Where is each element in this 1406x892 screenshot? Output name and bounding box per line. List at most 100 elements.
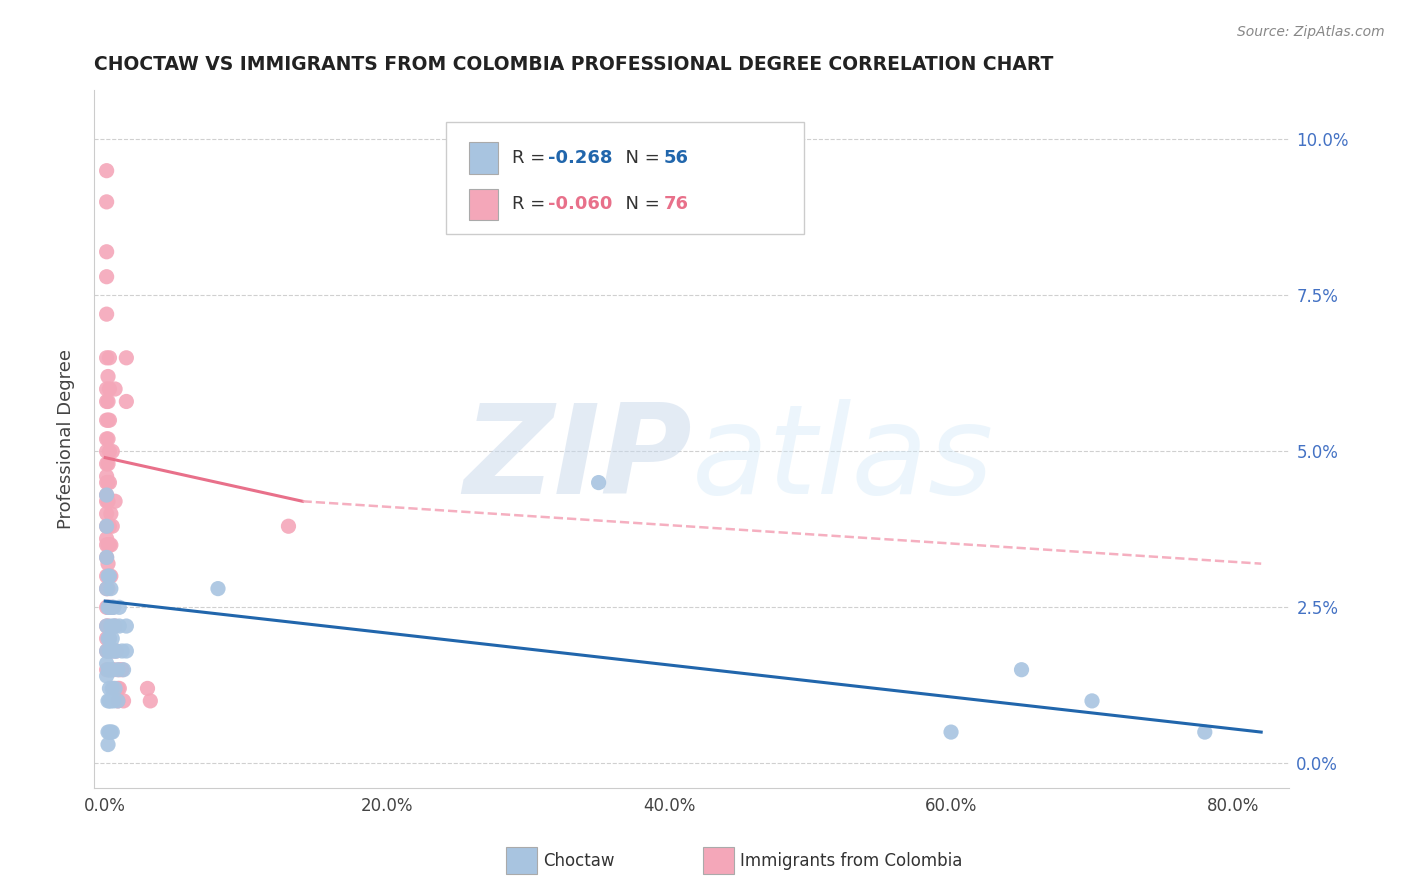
Point — [96, 569, 118, 583]
Point — [96, 519, 118, 533]
Point — [96, 457, 118, 471]
Point — [107, 694, 129, 708]
Point — [96, 307, 118, 321]
Point — [96, 444, 118, 458]
Point — [96, 488, 118, 502]
Point — [97, 569, 120, 583]
Point — [108, 619, 131, 633]
Point — [107, 694, 129, 708]
Point — [98, 632, 121, 646]
Text: -0.060: -0.060 — [548, 194, 613, 212]
Point — [96, 394, 118, 409]
Point — [97, 663, 120, 677]
Text: N =: N = — [614, 194, 666, 212]
Point — [97, 600, 120, 615]
Point — [96, 669, 118, 683]
Point — [98, 413, 121, 427]
Point — [207, 582, 229, 596]
Point — [105, 644, 128, 658]
Point — [98, 538, 121, 552]
Point — [103, 600, 125, 615]
Point — [97, 557, 120, 571]
Point — [96, 619, 118, 633]
Point — [96, 538, 118, 552]
Point — [96, 475, 118, 490]
Point — [101, 681, 124, 696]
Point — [108, 681, 131, 696]
Point — [96, 351, 118, 365]
Point — [101, 632, 124, 646]
Point — [96, 663, 118, 677]
Point — [101, 663, 124, 677]
Point — [100, 569, 122, 583]
Text: atlas: atlas — [692, 400, 994, 520]
Point — [104, 619, 127, 633]
Point — [101, 644, 124, 658]
Point — [96, 432, 118, 446]
Point — [97, 738, 120, 752]
Point — [115, 619, 138, 633]
Point — [96, 582, 118, 596]
Point — [588, 475, 610, 490]
Point — [96, 532, 118, 546]
Point — [101, 444, 124, 458]
Point — [98, 382, 121, 396]
Point — [107, 681, 129, 696]
Point — [115, 351, 138, 365]
Point — [96, 657, 118, 671]
Point — [101, 725, 124, 739]
Point — [96, 269, 118, 284]
Point — [96, 644, 118, 658]
Point — [107, 663, 129, 677]
Point — [100, 538, 122, 552]
Point — [100, 644, 122, 658]
Y-axis label: Professional Degree: Professional Degree — [58, 349, 75, 529]
Point — [97, 475, 120, 490]
Text: CHOCTAW VS IMMIGRANTS FROM COLOMBIA PROFESSIONAL DEGREE CORRELATION CHART: CHOCTAW VS IMMIGRANTS FROM COLOMBIA PROF… — [94, 55, 1053, 74]
Point — [97, 694, 120, 708]
Point — [939, 725, 962, 739]
Point — [96, 244, 118, 259]
Point — [96, 382, 118, 396]
Point — [96, 644, 118, 658]
Point — [97, 538, 120, 552]
Point — [97, 519, 120, 533]
Text: Choctaw: Choctaw — [543, 852, 614, 870]
Point — [96, 507, 118, 521]
Point — [96, 632, 118, 646]
Point — [104, 681, 127, 696]
Point — [97, 644, 120, 658]
Point — [103, 663, 125, 677]
Text: 56: 56 — [664, 148, 689, 167]
Point — [98, 475, 121, 490]
Point — [277, 519, 299, 533]
Point — [98, 351, 121, 365]
Point — [101, 600, 124, 615]
Point — [105, 644, 128, 658]
Text: -0.268: -0.268 — [548, 148, 613, 167]
Point — [1011, 663, 1033, 677]
Point — [96, 413, 118, 427]
Point — [1081, 694, 1104, 708]
Point — [98, 644, 121, 658]
Point — [104, 494, 127, 508]
Text: Source: ZipAtlas.com: Source: ZipAtlas.com — [1237, 25, 1385, 39]
Point — [96, 163, 118, 178]
Text: R =: R = — [512, 194, 551, 212]
Point — [98, 600, 121, 615]
Point — [97, 632, 120, 646]
Point — [104, 382, 127, 396]
Point — [96, 519, 118, 533]
Point — [108, 600, 131, 615]
Point — [98, 632, 121, 646]
Point — [97, 369, 120, 384]
Point — [101, 519, 124, 533]
Point — [139, 694, 162, 708]
Point — [98, 444, 121, 458]
Point — [96, 582, 118, 596]
Point — [103, 619, 125, 633]
Point — [111, 663, 134, 677]
Point — [98, 519, 121, 533]
Point — [98, 663, 121, 677]
Point — [104, 619, 127, 633]
